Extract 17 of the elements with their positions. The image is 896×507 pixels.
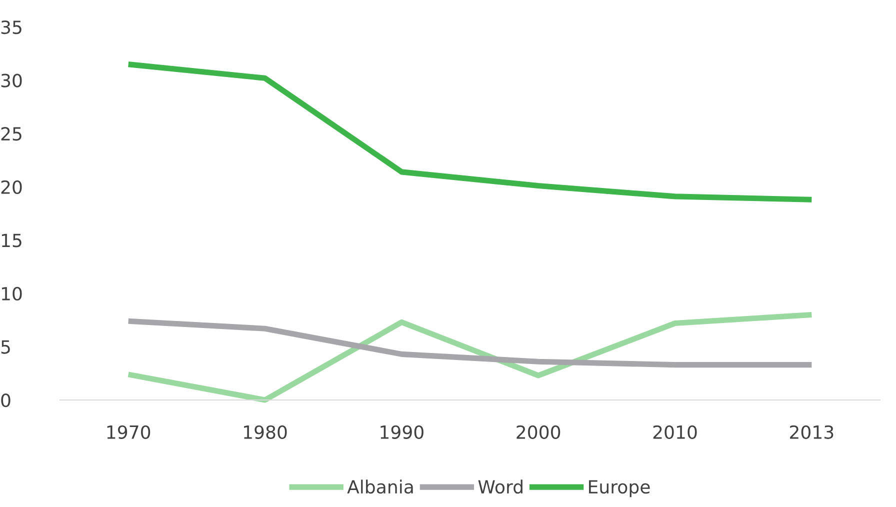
x-tick-label: 2010	[653, 425, 697, 439]
y-tick-label: 25	[1, 127, 22, 141]
y-tick-label: 30	[1, 74, 22, 88]
x-tick-label: 1970	[107, 425, 150, 439]
y-tick-label: 0	[1, 393, 10, 408]
legend-label: Europe	[589, 480, 650, 498]
y-tick-label: 35	[1, 20, 22, 34]
x-tick-label: 2000	[516, 425, 560, 439]
y-tick-label: 5	[1, 340, 10, 354]
x-tick-label: 2013	[790, 425, 834, 439]
y-tick-label: 20	[1, 180, 22, 194]
x-tick-label: 1980	[244, 425, 287, 439]
y-tick-label: 10	[2, 286, 22, 301]
legend-label: Albania	[347, 480, 413, 494]
x-tick-label: 1990	[380, 425, 424, 439]
y-tick-label: 15	[2, 234, 22, 248]
legend-label: Word	[478, 480, 522, 494]
